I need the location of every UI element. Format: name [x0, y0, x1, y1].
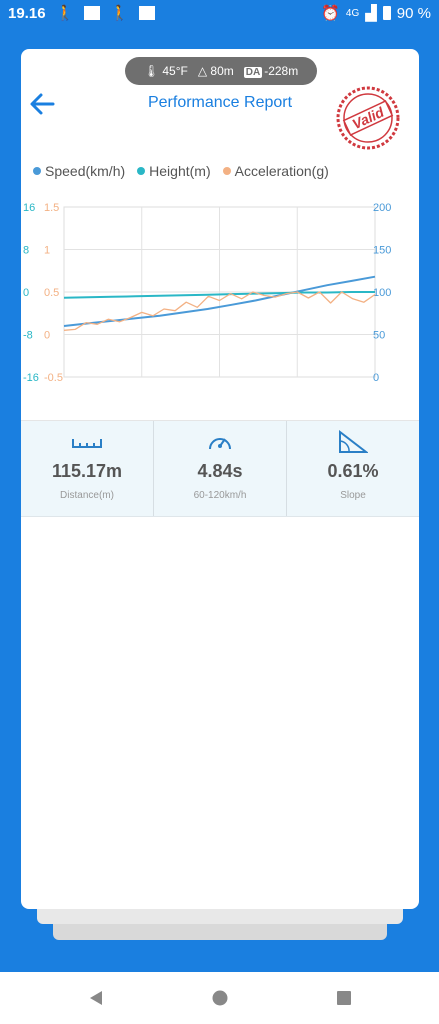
- speed-tick-label: 100: [373, 287, 391, 299]
- speed-tick-label: 50: [373, 330, 385, 342]
- thermometer-icon: 🌡: [143, 64, 159, 78]
- performance-chart: 16 8 0 -8 -16 1.5 1 0.5 0 -0.5 200 150 100 50 0: [23, 202, 391, 384]
- height-series-line: [63, 291, 375, 299]
- height-tick-label: 8: [23, 245, 29, 257]
- slope-label: Slope: [340, 490, 366, 501]
- square-recents-icon: [336, 991, 351, 1005]
- height-tick-label: 16: [23, 202, 35, 214]
- signal-icon: ▟: [365, 4, 377, 22]
- chart-legend: Speed(km/h) Height(m) Acceleration(g): [33, 163, 413, 179]
- walk-icon-2: 🚶: [110, 4, 129, 22]
- triangle-back-icon: [89, 991, 102, 1005]
- back-nav-button[interactable]: [84, 986, 108, 1010]
- speed-tick-label: 150: [373, 245, 391, 257]
- acceleration-tick-label: 1: [44, 245, 50, 257]
- mountain-icon: △: [197, 64, 208, 78]
- recents-nav-button[interactable]: [332, 986, 356, 1010]
- slope-stat: 0.61% Slope: [287, 421, 419, 516]
- distance-stat: 115.17m Distance(m): [21, 421, 154, 516]
- battery-icon: [382, 6, 391, 20]
- legend-height-label: Height(m): [149, 163, 211, 179]
- legend-acceleration-label: Acceleration(g): [234, 163, 329, 179]
- legend-acceleration: Acceleration(g): [222, 163, 329, 179]
- notification-icon: [84, 6, 101, 20]
- card-stack-shadow-2: [53, 920, 387, 940]
- system-nav-bar: [0, 972, 439, 1024]
- acceleration-series-line: [63, 291, 376, 331]
- height-tick-label: -16: [23, 372, 39, 384]
- density-altitude-item: DA -228m: [243, 64, 299, 78]
- report-card: 🌡 45°F △ 80m DA -228m Performance Report …: [21, 49, 419, 909]
- temperature-item: 🌡 45°F: [144, 64, 188, 78]
- slope-icon: [338, 429, 368, 455]
- home-nav-button[interactable]: [208, 986, 232, 1010]
- legend-height-dot: [137, 167, 146, 175]
- slope-value: 0.61%: [327, 461, 379, 481]
- status-bar: 19.16 🚶 🚶 ⏰ 4G ▟ 90 %: [0, 0, 439, 26]
- time-stat: 4.84s 60-120km/h: [154, 421, 287, 516]
- network-type: 4G: [345, 7, 360, 19]
- speed-tick-label: 200: [373, 202, 391, 214]
- legend-speed-dot: [33, 167, 41, 175]
- divider: [21, 420, 419, 421]
- da-badge: DA: [243, 67, 263, 78]
- acceleration-tick-label: 0.5: [44, 287, 59, 299]
- legend-height: Height(m): [137, 163, 211, 179]
- stamp-text: Valid: [350, 104, 387, 133]
- legend-speed: Speed(km/h): [33, 163, 125, 179]
- temperature-value: 45°F: [162, 64, 188, 78]
- app-notification-icon: [138, 6, 155, 20]
- speedometer-icon: [207, 429, 233, 455]
- acceleration-tick-label: 0: [44, 330, 50, 342]
- time-value: 4.84s: [197, 461, 243, 481]
- stats-row: 115.17m Distance(m) 4.84s 60-120km/h 0.6…: [21, 421, 419, 517]
- ruler-icon: [72, 429, 102, 455]
- distance-label: Distance(m): [60, 490, 114, 501]
- alarm-icon: ⏰: [321, 4, 340, 22]
- walk-icon: 🚶: [55, 4, 75, 22]
- speed-tick-label: 0: [373, 372, 379, 384]
- conditions-pill: 🌡 45°F △ 80m DA -228m: [125, 57, 317, 85]
- time-label: 60-120km/h: [193, 490, 247, 501]
- density-altitude-value: -228m: [264, 64, 299, 78]
- card-stack-shadow-1: [37, 906, 403, 924]
- legend-acceleration-dot: [222, 167, 231, 175]
- height-tick-label: -8: [23, 330, 33, 342]
- valid-stamp: Valid: [336, 86, 400, 150]
- height-tick-label: 0: [23, 287, 29, 299]
- altitude-value: 80m: [210, 64, 234, 78]
- page-title: Performance Report: [147, 94, 293, 111]
- acceleration-tick-label: 1.5: [44, 202, 59, 214]
- status-time: 19.16: [8, 4, 46, 22]
- circle-home-icon: [212, 990, 227, 1006]
- back-arrow-icon[interactable]: [27, 89, 57, 119]
- altitude-item: △ 80m: [198, 64, 234, 78]
- acceleration-tick-label: -0.5: [44, 372, 63, 384]
- battery-level: 90 %: [396, 4, 431, 22]
- legend-speed-label: Speed(km/h): [45, 163, 126, 179]
- distance-value: 115.17m: [51, 461, 123, 481]
